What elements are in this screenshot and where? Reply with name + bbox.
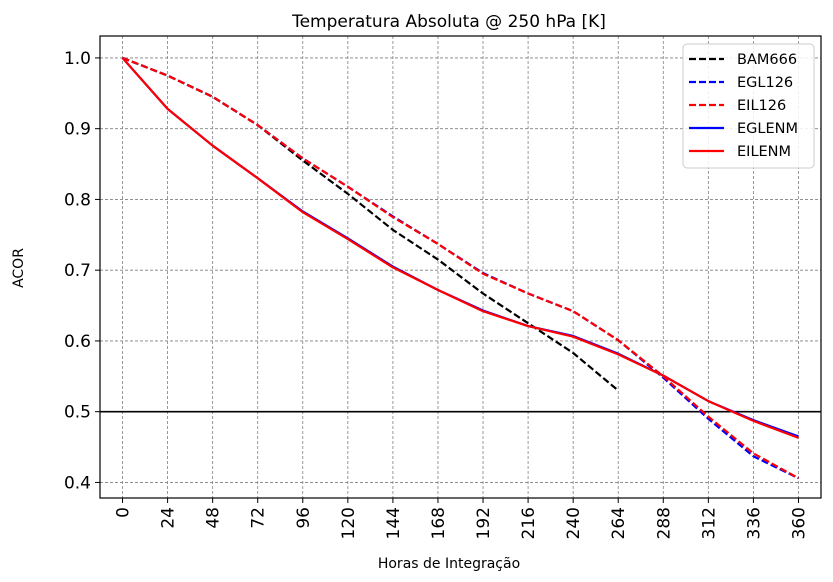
y-tick-label: 0.7 (64, 261, 91, 281)
x-axis-ticks: 0 24 48 72 96 120 144 168 192 216 240 264 288 312 336 3… (114, 498, 809, 539)
y-tick-label: 1.0 (64, 49, 91, 69)
x-tick-label: 72 (249, 507, 269, 529)
y-tick-label: 0.4 (64, 473, 91, 493)
y-tick-label: 0.5 (64, 403, 91, 423)
legend: BAM666 EGL126 EIL126 EGLENM EILENM (682, 43, 815, 169)
x-tick-label: 312 (699, 507, 719, 539)
legend-item-eil126: EIL126 (689, 98, 786, 114)
legend-label: EGL126 (737, 75, 793, 91)
legend-box (682, 43, 815, 169)
legend-label: EILENM (737, 144, 791, 160)
y-tick-label: 0.8 (64, 190, 91, 210)
x-tick-label: 264 (609, 507, 629, 539)
x-tick-label: 168 (429, 507, 449, 539)
plot-area-frame (99, 35, 822, 499)
legend-item-eilenm: EILENM (689, 144, 791, 160)
x-tick-label: 336 (744, 507, 764, 539)
x-tick-label: 360 (789, 507, 809, 539)
x-tick-label: 216 (519, 507, 539, 539)
y-tick-label: 0.9 (64, 120, 91, 140)
x-tick-label: 240 (564, 507, 584, 539)
x-tick-label: 96 (294, 507, 314, 529)
x-tick-label: 120 (339, 507, 359, 539)
legend-item-bam666: BAM666 (689, 52, 797, 68)
series-line-eil126 (122, 56, 800, 480)
x-tick-label: 288 (654, 507, 674, 539)
x-tick-label: 24 (159, 507, 179, 529)
y-tick-label: 0.6 (64, 332, 91, 352)
x-axis-label: Horas de Integração (378, 556, 520, 572)
series-line-eilenm (121, 57, 799, 439)
x-tick-label: 0 (114, 507, 134, 518)
series-layer (121, 56, 800, 480)
legend-label: EGLENM (737, 121, 798, 137)
legend-item-eglenm: EGLENM (689, 121, 798, 137)
x-tick-label: 48 (204, 507, 224, 529)
x-tick-label: 192 (474, 507, 494, 539)
legend-label: BAM666 (737, 52, 797, 68)
chart-title: Temperatura Absoluta @ 250 hPa [K] (291, 12, 606, 32)
y-axis-ticks: 0.4 0.5 0.6 0.7 0.8 0.9 1.0 (64, 49, 100, 493)
x-tick-label: 144 (384, 507, 404, 539)
legend-item-egl126: EGL126 (689, 75, 793, 91)
legend-label: EIL126 (737, 98, 786, 114)
y-axis-label: ACOR (11, 248, 27, 288)
